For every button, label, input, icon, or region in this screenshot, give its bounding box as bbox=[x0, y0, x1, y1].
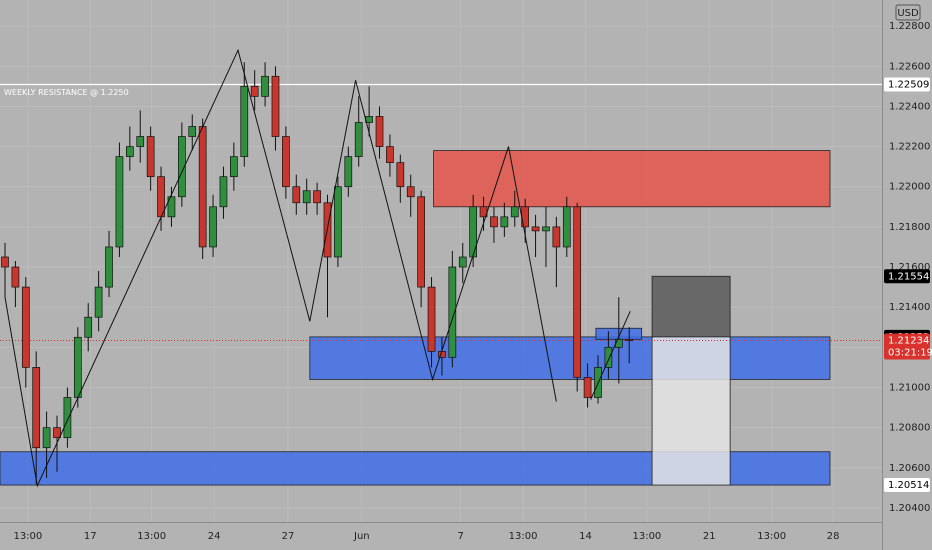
resistance-label: WEEKLY RESISTANCE @ 1.2250 bbox=[4, 88, 129, 97]
x-tick-label: 21 bbox=[703, 531, 716, 542]
candle-body bbox=[562, 206, 571, 248]
zone bbox=[651, 336, 731, 486]
candle-body bbox=[458, 256, 467, 268]
candle-body bbox=[604, 346, 613, 368]
y-tick-label: 1.22200 bbox=[889, 142, 930, 153]
y-tick-label: 1.21400 bbox=[889, 302, 930, 313]
candle-body bbox=[53, 427, 61, 439]
countdown: 03:21:19 bbox=[888, 348, 932, 359]
zigzag bbox=[4, 48, 557, 488]
x-tick-label: 13:00 bbox=[13, 531, 42, 542]
candle-body bbox=[313, 190, 321, 204]
candle-body bbox=[125, 146, 134, 157]
x-tick-label: 13:00 bbox=[632, 531, 661, 542]
zone bbox=[651, 275, 731, 338]
last-price-label: 1.21234 bbox=[888, 336, 929, 347]
candle-body bbox=[42, 427, 51, 449]
candle-body bbox=[84, 316, 93, 338]
y-tick-label: 1.22800 bbox=[889, 21, 930, 32]
y-tick-label: 1.21800 bbox=[889, 222, 930, 233]
candle-body bbox=[427, 286, 436, 352]
candle-body bbox=[334, 186, 342, 258]
y-tick-label: 1.22000 bbox=[889, 182, 930, 193]
candle-body bbox=[230, 156, 238, 178]
price-tag bbox=[884, 269, 930, 284]
candle-body bbox=[282, 136, 290, 188]
zigzag bbox=[590, 310, 631, 400]
candle-body bbox=[73, 336, 82, 398]
y-tick-label: 1.21000 bbox=[889, 382, 930, 393]
candle-body bbox=[531, 226, 540, 232]
candle-body bbox=[178, 136, 186, 198]
candle-body bbox=[625, 338, 634, 341]
price-tag bbox=[884, 77, 930, 92]
x-tick-label: 27 bbox=[282, 531, 295, 542]
price-tag-label: 1.21554 bbox=[888, 271, 929, 282]
candle-body bbox=[344, 156, 353, 188]
candle-body bbox=[354, 122, 363, 157]
candle-body bbox=[417, 196, 425, 288]
x-tick-label: 24 bbox=[208, 531, 221, 542]
y-tick-label: 1.20400 bbox=[889, 503, 930, 514]
x-tick-label: Jun bbox=[353, 531, 370, 542]
currency-box bbox=[895, 4, 921, 21]
price-tag bbox=[884, 478, 930, 493]
candle-body bbox=[209, 206, 217, 248]
y-tick-label: 1.20600 bbox=[889, 463, 930, 474]
candle-body bbox=[500, 216, 509, 228]
zone bbox=[309, 336, 831, 380]
candle-body bbox=[469, 206, 477, 258]
candle-body bbox=[261, 75, 269, 97]
y-tick-label: 1.20800 bbox=[889, 423, 930, 434]
x-tick-label: 13:00 bbox=[509, 531, 538, 542]
candle-body bbox=[375, 116, 384, 147]
candle-body bbox=[32, 367, 41, 449]
x-tick-label: 13:00 bbox=[137, 531, 166, 542]
price-tag-label: 1.20514 bbox=[888, 480, 929, 491]
candle-body bbox=[573, 206, 582, 378]
currency: USD bbox=[897, 8, 919, 19]
x-tick-label: 13:00 bbox=[757, 531, 786, 542]
candle-body bbox=[510, 206, 519, 218]
candle-body bbox=[167, 196, 176, 218]
candle-body bbox=[250, 85, 259, 97]
candle-body bbox=[552, 226, 561, 248]
candle-body bbox=[490, 216, 498, 228]
candle-body bbox=[302, 190, 311, 204]
candle-body bbox=[1, 256, 9, 268]
candle-body bbox=[136, 136, 145, 147]
candle-body bbox=[614, 338, 623, 348]
candle-body bbox=[583, 377, 592, 398]
y-tick-label: 1.21600 bbox=[889, 262, 930, 273]
candle-body bbox=[292, 186, 301, 204]
y-tick-label: 1.22600 bbox=[889, 61, 930, 72]
price-tag-label: 1.22509 bbox=[888, 80, 929, 91]
candle-body bbox=[21, 286, 30, 368]
candle-body bbox=[406, 186, 415, 198]
candle-body bbox=[448, 266, 457, 358]
x-tick-label: 7 bbox=[457, 531, 463, 542]
x-tick-label: 14 bbox=[579, 531, 592, 542]
candle-body bbox=[240, 85, 249, 157]
candle-body bbox=[386, 146, 394, 163]
candle-body bbox=[11, 266, 20, 288]
zone bbox=[433, 150, 831, 208]
candle-body bbox=[105, 246, 113, 288]
candle-body bbox=[188, 126, 197, 137]
candle-body bbox=[63, 397, 72, 439]
last-price-tag bbox=[884, 333, 930, 360]
y-tick-label: 1.22400 bbox=[889, 101, 930, 112]
candle-body bbox=[396, 162, 405, 188]
x-tick-label: 17 bbox=[84, 531, 97, 542]
candle-body bbox=[542, 226, 550, 232]
candle-body bbox=[146, 136, 155, 178]
candle-body bbox=[271, 75, 280, 137]
x-tick-label: 28 bbox=[827, 531, 840, 542]
candle-body bbox=[198, 126, 207, 248]
candle-body bbox=[219, 176, 228, 208]
candle-body bbox=[115, 156, 124, 248]
candle-body bbox=[94, 286, 103, 318]
